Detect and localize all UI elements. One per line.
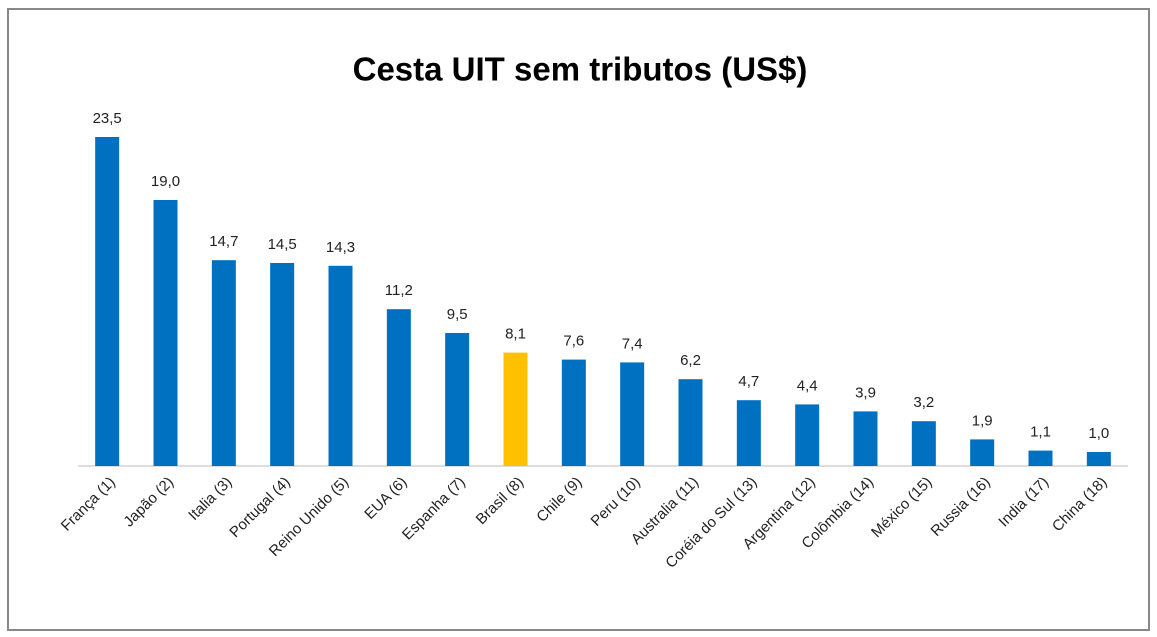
value-label: 3,9 (855, 384, 876, 401)
value-label: 23,5 (93, 110, 122, 127)
bar (503, 352, 528, 466)
bar (678, 379, 703, 466)
value-label: 9,5 (447, 306, 468, 323)
value-label: 6,2 (680, 352, 701, 369)
bar (620, 362, 645, 466)
value-label: 19,0 (151, 173, 180, 190)
value-label: 1,1 (1030, 424, 1051, 441)
bar (1028, 450, 1053, 466)
bar (386, 309, 411, 466)
value-label: 14,3 (326, 239, 355, 256)
value-label: 4,4 (797, 377, 818, 394)
bar (211, 260, 236, 466)
frame (7, 8, 1150, 631)
bar (95, 137, 120, 466)
value-label: 14,7 (209, 233, 238, 250)
bar (736, 400, 761, 466)
value-label: 8,1 (505, 326, 526, 343)
chart-title: Cesta UIT sem tributos (US$) (353, 51, 808, 88)
value-label: 3,2 (913, 394, 934, 411)
bar (1086, 452, 1111, 466)
bar (561, 359, 586, 466)
value-label: 11,2 (385, 282, 413, 299)
bar (328, 265, 353, 466)
bar (911, 421, 936, 466)
bar (970, 439, 995, 466)
value-label: 14,5 (268, 236, 297, 253)
bar (445, 333, 470, 466)
value-label: 1,0 (1088, 425, 1109, 442)
value-label: 7,4 (622, 335, 643, 352)
bar (153, 200, 178, 466)
value-label: 7,6 (563, 333, 584, 350)
bar (270, 263, 295, 466)
bar (853, 411, 878, 466)
value-label: 1,9 (972, 412, 993, 429)
bar (795, 404, 820, 466)
value-label: 4,7 (738, 373, 759, 390)
